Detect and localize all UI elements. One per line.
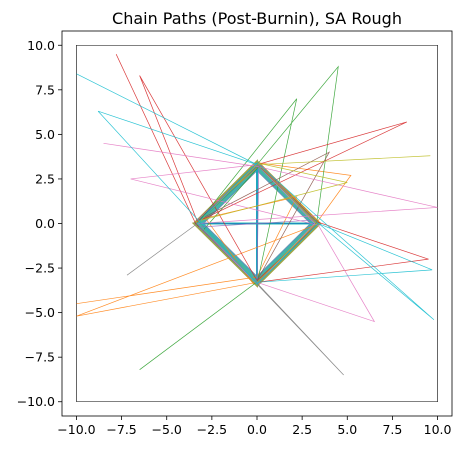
chain-path-9 <box>194 155 431 283</box>
chain-band-path <box>200 168 313 279</box>
y-tick-label: 2.5 <box>35 171 55 186</box>
chain-path-4 <box>115 54 429 283</box>
chain-path-8 <box>126 162 344 376</box>
y-tick-label: −2.5 <box>25 261 55 276</box>
y-axis: −10.0 −7.5 −5.0 −2.5 0.0 2.5 5.0 7.5 10.0 <box>17 38 62 409</box>
x-tick-label: 5.0 <box>337 422 357 437</box>
x-axis: −10.0 −7.5 −5.0 −2.5 0.0 2.5 5.0 7.5 10.0 <box>57 416 452 437</box>
y-tick-label: 7.5 <box>35 82 55 97</box>
y-tick-label: −7.5 <box>25 350 55 365</box>
x-tick-label: 0.0 <box>247 422 267 437</box>
x-tick-label: −7.5 <box>106 422 136 437</box>
plot-area <box>76 44 438 403</box>
chain-band-path <box>191 159 322 288</box>
x-tick-label: −2.5 <box>197 422 227 437</box>
target-region-box <box>76 44 438 403</box>
chain-band-path <box>199 166 314 281</box>
y-tick-label: 5.0 <box>35 127 55 142</box>
x-tick-label: 2.5 <box>292 422 312 437</box>
y-tick-label: 0.0 <box>35 216 55 231</box>
chain-path-10 <box>76 73 435 321</box>
x-tick-label: 7.5 <box>382 422 402 437</box>
chain-path-7 <box>103 142 438 323</box>
y-tick-label: 10.0 <box>27 38 55 53</box>
x-tick-label: −5.0 <box>152 422 182 437</box>
y-tick-label: −5.0 <box>25 305 55 320</box>
x-tick-label: 10.0 <box>424 422 452 437</box>
chart-title: Chain Paths (Post-Burnin), SA Rough <box>112 9 402 28</box>
y-tick-label: −10.0 <box>17 394 55 409</box>
x-tick-label: −10.0 <box>57 422 95 437</box>
